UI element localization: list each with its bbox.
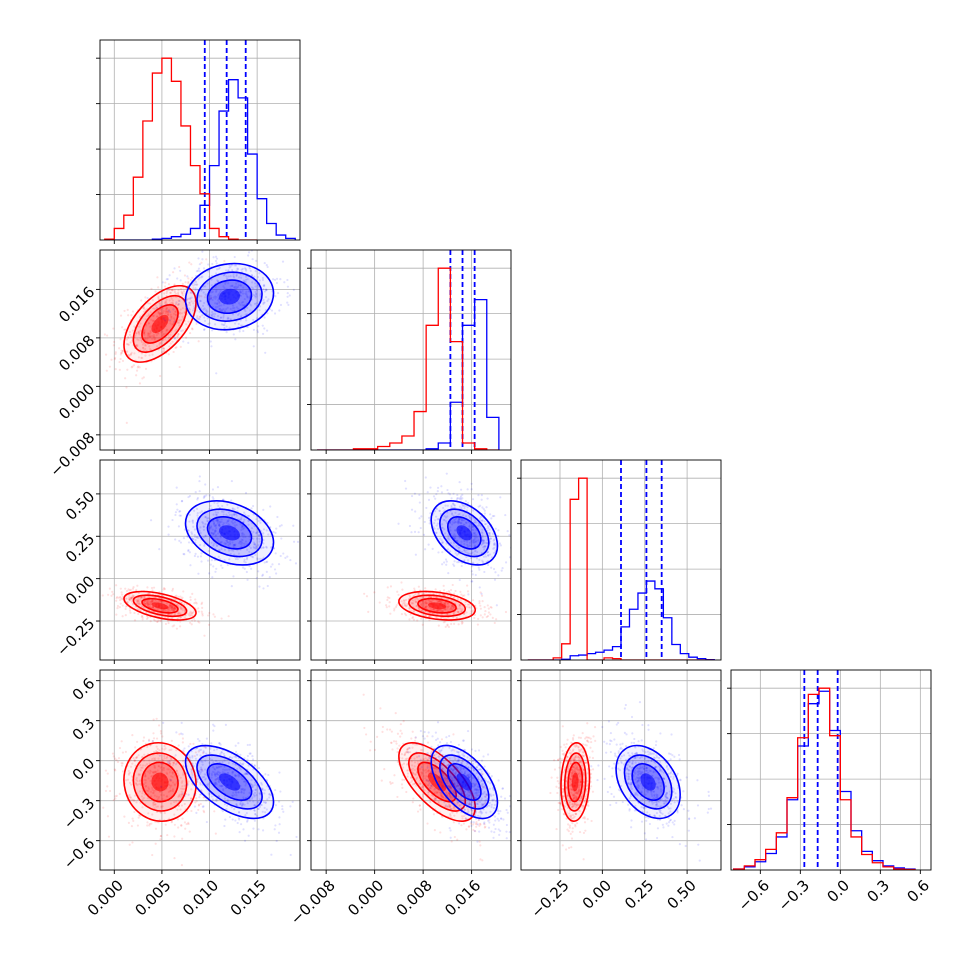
x-tick-label: 0.016 (441, 876, 484, 919)
panel-frame (310, 669, 512, 871)
panel-1-0: −0.008 0.000 0.008 0.016 (46, 249, 301, 480)
y-tick-label: −0.6 (60, 834, 98, 872)
y-tick-label: −0.25 (53, 615, 98, 660)
y-tick-label: 0.25 (62, 530, 98, 566)
panel-3-1: −0.008 0.000 0.008 0.016 (287, 669, 512, 928)
panel-frame (99, 669, 301, 871)
red-histogram-3 (733, 687, 916, 870)
x-tick-label: 0.005 (132, 876, 175, 919)
blue-contour-3-1 (456, 773, 473, 791)
panel-3-2: −0.25 0.00 0.25 0.50 (517, 669, 722, 922)
y-tick-label: 0.00 (62, 572, 98, 608)
x-tick-label: −0.6 (735, 876, 773, 914)
x-tick-label: −0.008 (287, 876, 339, 928)
x-tick-label: −0.3 (775, 876, 813, 914)
x-tick-label: 0.3 (863, 876, 893, 906)
y-tick-label: 0.50 (62, 488, 98, 524)
x-tick-label: 0.50 (663, 876, 699, 912)
red-histogram-0 (104, 57, 258, 240)
y-tick-label: 0.008 (55, 332, 98, 375)
panel-3-3: −0.6 −0.3 0.0 0.3 0.6 (727, 669, 933, 915)
panel-frame (730, 669, 932, 871)
panel-frame (99, 249, 301, 451)
y-tick-label: 0.3 (69, 714, 99, 744)
panel-1-1 (307, 249, 512, 454)
x-tick-label: 0.000 (344, 876, 387, 919)
panel-frame (520, 459, 722, 661)
x-tick-label: 0.000 (84, 876, 127, 919)
panel-frame (99, 459, 301, 661)
panel-2-0: −0.25 0.00 0.25 0.50 (53, 459, 301, 664)
x-tick-label: 0.015 (227, 876, 270, 919)
panel-0-0 (96, 39, 301, 244)
red-contour-3-0 (151, 772, 169, 792)
blue-histogram-2 (527, 580, 715, 660)
x-tick-label: −0.25 (527, 876, 572, 921)
blue-histogram-1 (317, 299, 500, 450)
blue-contour-1-0 (219, 288, 240, 305)
red-histogram-2 (527, 477, 715, 660)
panel-3-0: −0.6−0.3 0.0 0.3 0.6 0.000 0.005 0.010 0.015 (60, 669, 301, 919)
red-contour-1-0 (151, 314, 169, 334)
blue-contour-2-0 (219, 525, 240, 541)
x-tick-label: 0.008 (393, 876, 436, 919)
panel-frame (310, 249, 512, 451)
panel-frame (310, 459, 512, 661)
y-tick-label: 0.6 (69, 674, 99, 704)
red-contour-3-2 (571, 772, 579, 792)
panel-2-1 (307, 459, 512, 664)
y-tick-label: −0.3 (60, 794, 98, 832)
panel-frame (99, 39, 301, 241)
blue-contour-3-2 (640, 773, 656, 791)
red-contour-2-1 (427, 602, 447, 610)
x-tick-label: 0.6 (903, 876, 933, 906)
panel-2-2 (517, 459, 722, 664)
y-tick-label: 0.016 (55, 283, 98, 326)
panel-frame (520, 669, 722, 871)
red-scatter-1-0 (103, 258, 226, 425)
blue-histogram-3 (733, 690, 916, 870)
blue-contour-3-0 (219, 773, 240, 791)
y-tick-label: 0.000 (55, 380, 98, 423)
x-tick-label: 0.25 (621, 876, 657, 912)
blue-contour-2-1 (456, 525, 473, 541)
red-histogram-1 (317, 267, 499, 450)
x-tick-label: 0.010 (179, 876, 222, 919)
y-tick-label: 0.0 (69, 754, 99, 784)
y-tick-label: −0.008 (46, 428, 98, 480)
blue-histogram-0 (104, 79, 296, 240)
x-tick-label: 0.0 (823, 876, 853, 906)
x-tick-label: 0.00 (579, 876, 615, 912)
